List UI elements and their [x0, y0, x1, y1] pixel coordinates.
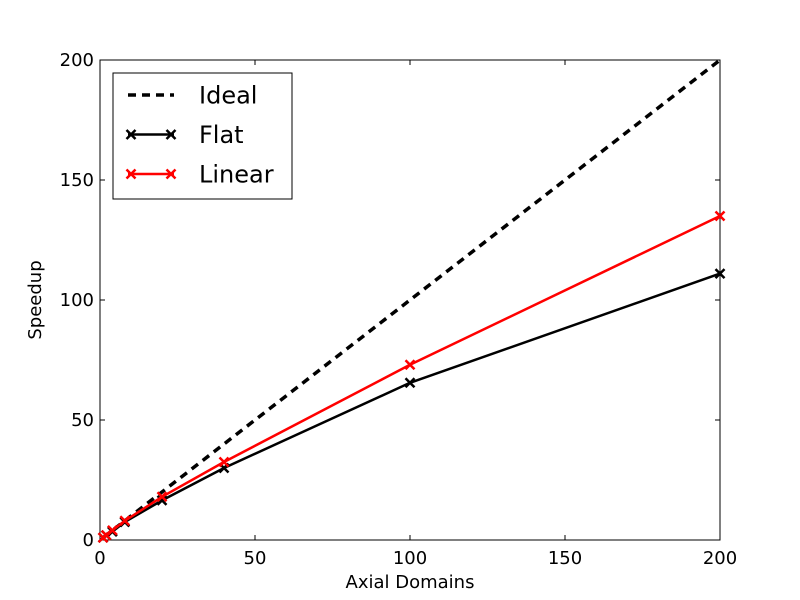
y-axis-title: Speedup	[25, 260, 46, 339]
y-axis-ticks: 0 50 100 150 200	[60, 50, 720, 551]
legend-marker-linear	[165, 168, 177, 180]
data-point-linear	[404, 359, 416, 371]
series-ideal	[102, 58, 722, 539]
legend-entry-ideal: Ideal	[128, 82, 257, 110]
data-point-linear	[714, 210, 726, 222]
legend-marker-flat	[165, 129, 177, 140]
series-line-ideal	[102, 58, 722, 539]
data-point-linear	[218, 456, 230, 468]
x-tick-label: 200	[703, 548, 737, 569]
data-point-flat	[404, 377, 416, 389]
y-tick-label: 150	[60, 170, 94, 191]
y-tick-label: 50	[71, 410, 94, 431]
data-point-linear	[156, 491, 168, 503]
x-tick-label: 50	[244, 548, 267, 569]
legend-marker-linear	[125, 168, 137, 180]
x-axis-ticks: 0 50 100 150 200	[94, 60, 737, 569]
x-tick-label: 0	[94, 548, 105, 569]
x-tick-label: 150	[548, 548, 582, 569]
legend-label-flat: Flat	[199, 121, 244, 149]
legend-marker-flat	[125, 129, 137, 140]
y-tick-label: 100	[60, 290, 94, 311]
series-linear	[97, 210, 726, 543]
legend-entry-flat: Flat	[125, 121, 244, 149]
x-tick-label: 100	[393, 548, 427, 569]
legend-entry-linear: Linear	[125, 161, 274, 189]
legend-label-linear: Linear	[199, 161, 274, 189]
y-tick-label: 0	[83, 530, 94, 551]
series-layer	[97, 58, 726, 543]
data-point-linear	[119, 515, 131, 527]
legend: Ideal Flat Linear	[112, 72, 293, 200]
data-point-linear	[107, 525, 118, 536]
legend-label-ideal: Ideal	[199, 82, 257, 110]
y-tick-label: 200	[60, 50, 94, 71]
x-axis-title: Axial Domains	[346, 572, 475, 593]
data-point-flat	[714, 268, 726, 279]
